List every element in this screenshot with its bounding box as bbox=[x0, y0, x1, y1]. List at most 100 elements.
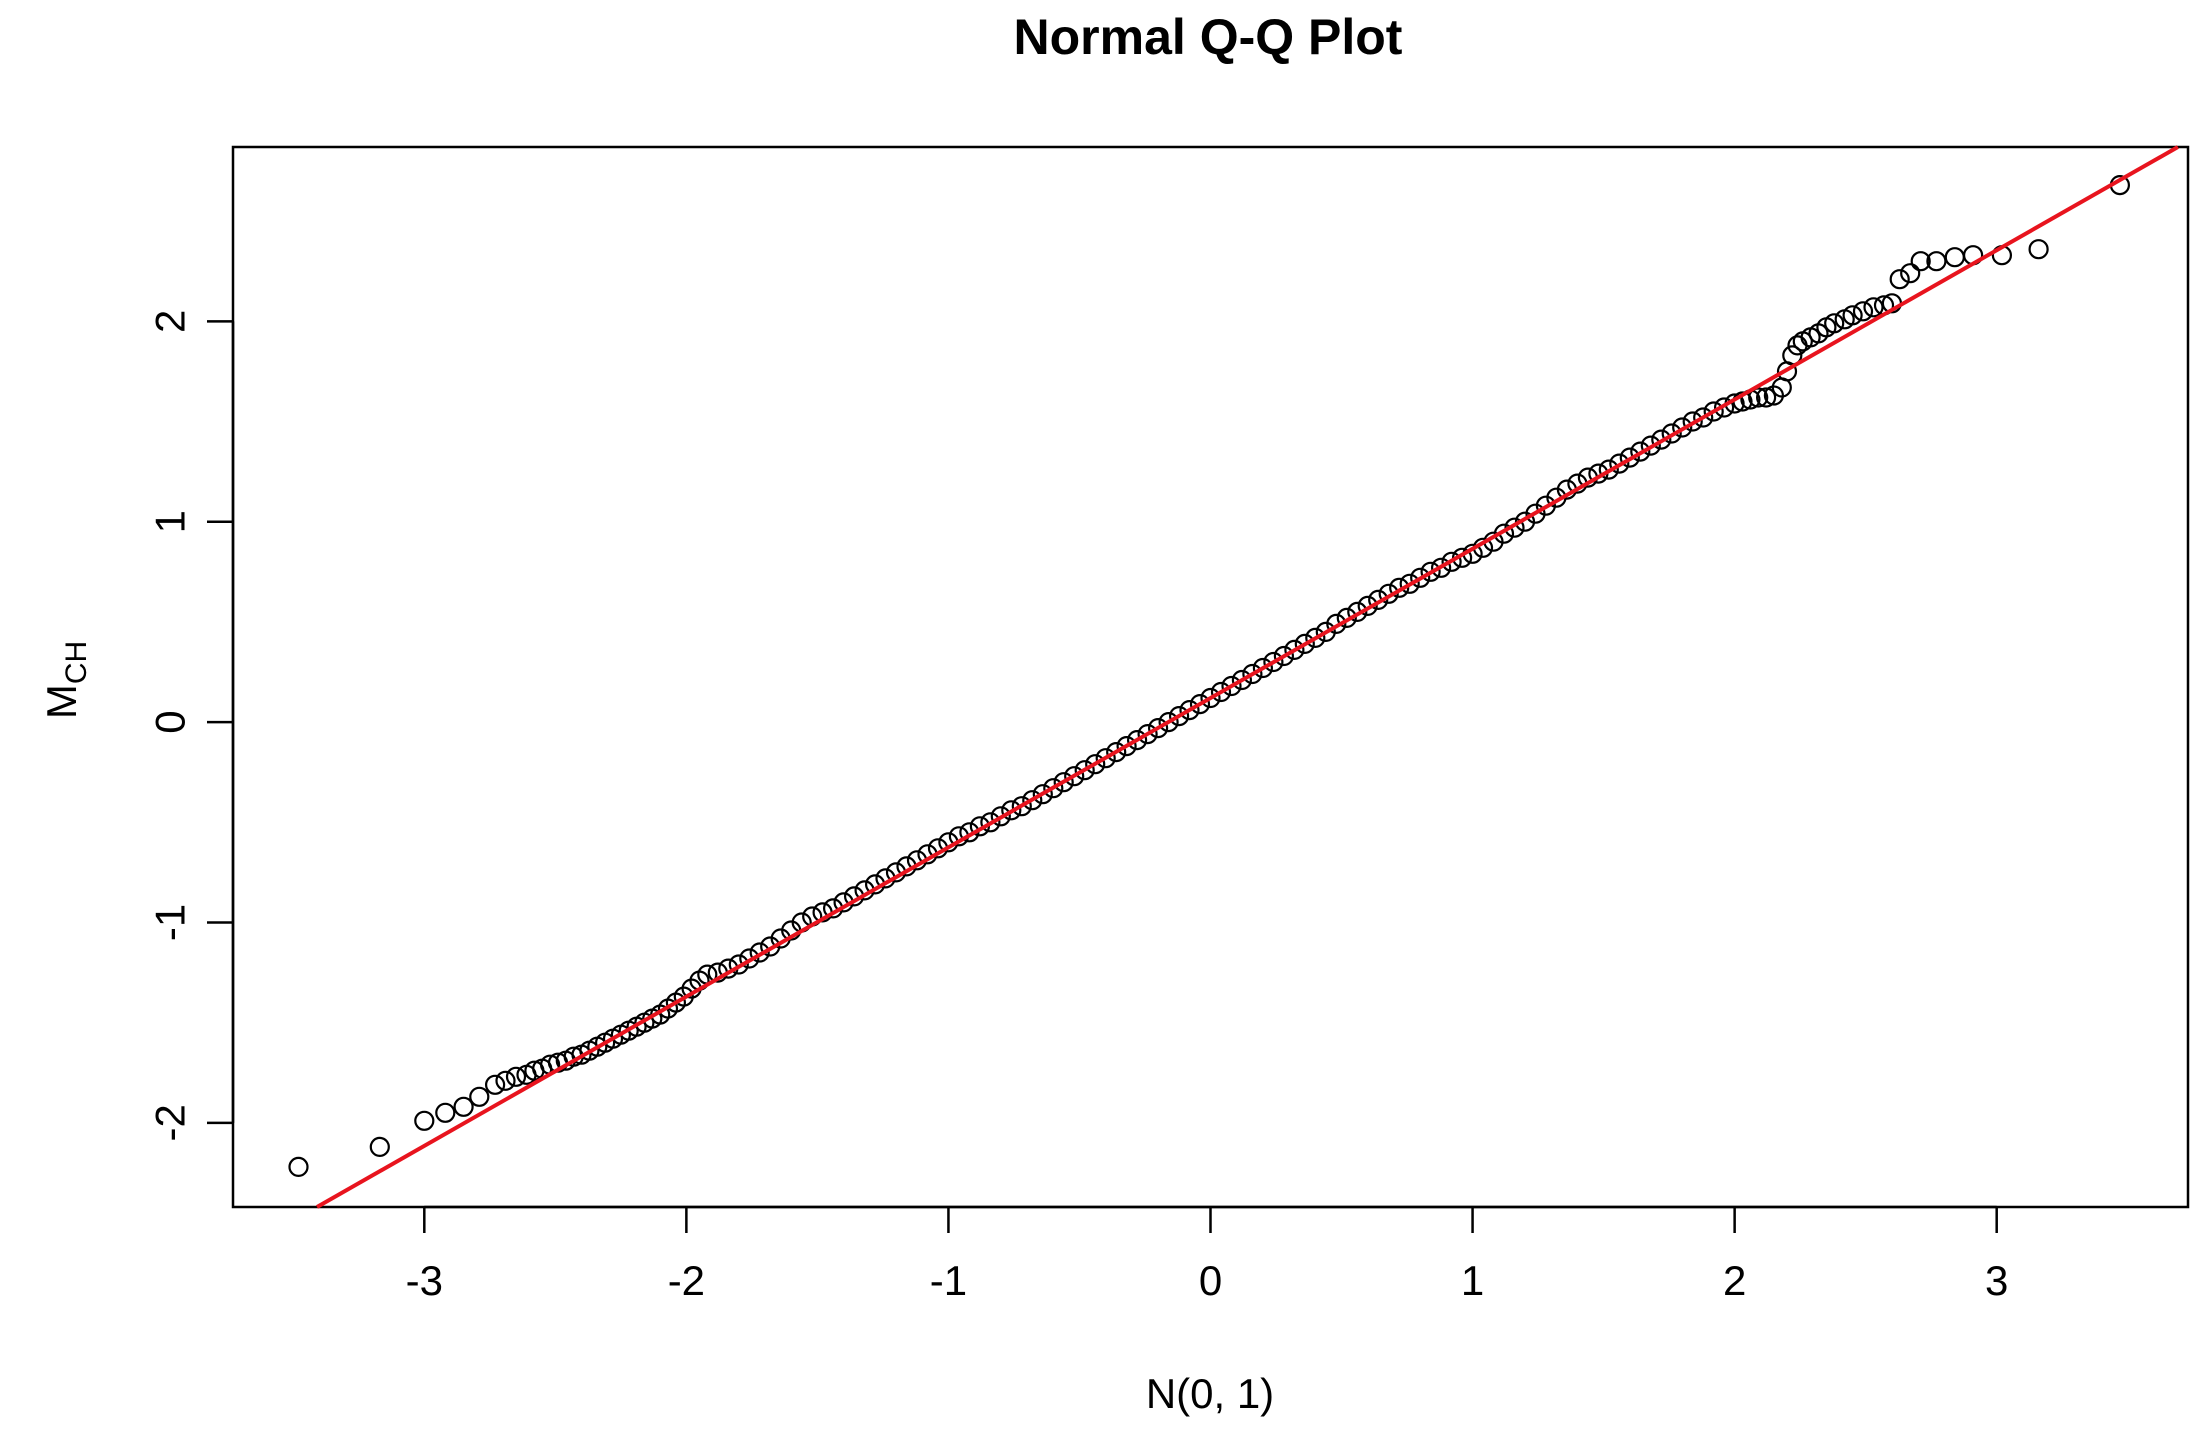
data-point-76 bbox=[1158, 711, 1179, 733]
data-point-103 bbox=[1441, 551, 1462, 572]
data-point-83 bbox=[1231, 669, 1253, 691]
data-point-93 bbox=[1336, 607, 1357, 629]
data-point-88 bbox=[1284, 639, 1305, 661]
data-point-70 bbox=[1095, 748, 1116, 769]
reference-line-layer bbox=[316, 145, 2179, 1209]
x-tick-label: -3 bbox=[406, 1257, 443, 1304]
data-point-37 bbox=[749, 942, 770, 963]
x-tick-label: 3 bbox=[1985, 1257, 2008, 1304]
data-point-86 bbox=[1263, 651, 1284, 673]
data-point-101 bbox=[1420, 561, 1441, 582]
data-point-84 bbox=[1242, 663, 1263, 685]
data-point-61 bbox=[1001, 800, 1022, 821]
data-point-74 bbox=[1137, 723, 1158, 745]
data-point-82 bbox=[1221, 675, 1242, 697]
data-point-99 bbox=[1399, 573, 1420, 594]
data-point-80 bbox=[1200, 687, 1221, 709]
data-point-81 bbox=[1210, 681, 1232, 703]
data-point-90 bbox=[1305, 627, 1326, 649]
data-point-125 bbox=[1672, 417, 1693, 438]
data-point-79 bbox=[1189, 693, 1211, 715]
y-tick-label: 1 bbox=[147, 510, 194, 533]
y-axis-label-main: M bbox=[38, 684, 85, 719]
data-point-123 bbox=[1651, 429, 1672, 450]
data-point-98 bbox=[1389, 577, 1410, 598]
data-point-147 bbox=[1852, 301, 1874, 322]
data-point-63 bbox=[1022, 790, 1043, 811]
data-point-65 bbox=[1043, 778, 1064, 799]
data-point-85 bbox=[1252, 657, 1274, 679]
data-point-118 bbox=[1598, 459, 1619, 480]
data-point-122 bbox=[1640, 435, 1661, 456]
data-point-73 bbox=[1126, 729, 1148, 751]
data-point-64 bbox=[1032, 784, 1053, 805]
data-point-128 bbox=[1703, 401, 1724, 422]
data-point-87 bbox=[1273, 645, 1295, 667]
data-point-69 bbox=[1085, 754, 1106, 775]
y-tick-label: -1 bbox=[147, 904, 194, 941]
data-point-127 bbox=[1693, 407, 1714, 428]
data-point-124 bbox=[1661, 423, 1682, 444]
data-point-71 bbox=[1106, 741, 1127, 763]
data-point-60 bbox=[990, 806, 1011, 827]
data-point-96 bbox=[1368, 589, 1389, 611]
x-axis-label: N(0, 1) bbox=[1146, 1370, 1274, 1417]
data-point-146 bbox=[1842, 305, 1863, 326]
y-tick-label: 2 bbox=[147, 310, 194, 333]
data-point-67 bbox=[1064, 766, 1085, 787]
data-point-68 bbox=[1074, 760, 1095, 781]
data-point-152 bbox=[1900, 263, 1921, 284]
data-point-126 bbox=[1682, 411, 1703, 432]
x-tick-label: -1 bbox=[930, 1257, 967, 1304]
data-point-66 bbox=[1053, 772, 1074, 793]
data-point-4 bbox=[453, 1096, 474, 1117]
data-point-3 bbox=[435, 1102, 456, 1123]
x-tick-label: -2 bbox=[668, 1257, 705, 1304]
chart-title: Normal Q-Q Plot bbox=[1014, 9, 1403, 65]
data-point-1 bbox=[369, 1136, 390, 1158]
y-axis-label: MCH bbox=[38, 641, 93, 719]
data-point-100 bbox=[1410, 567, 1431, 588]
data-point-148 bbox=[1863, 297, 1884, 318]
data-point-92 bbox=[1326, 613, 1347, 635]
data-point-75 bbox=[1147, 717, 1169, 739]
data-point-154 bbox=[1926, 251, 1947, 272]
data-point-97 bbox=[1378, 583, 1399, 604]
y-tick-label: -2 bbox=[147, 1104, 194, 1141]
x-tick-label: 0 bbox=[1199, 1257, 1222, 1304]
data-point-6 bbox=[485, 1074, 506, 1095]
data-point-120 bbox=[1619, 447, 1640, 468]
data-point-102 bbox=[1430, 557, 1452, 578]
points-layer bbox=[288, 175, 2130, 1178]
data-point-78 bbox=[1179, 699, 1200, 721]
data-point-158 bbox=[2028, 239, 2049, 260]
data-point-2 bbox=[414, 1110, 435, 1131]
data-point-7 bbox=[495, 1070, 516, 1091]
data-point-134 bbox=[1755, 387, 1777, 408]
data-point-59 bbox=[980, 812, 1001, 833]
data-point-95 bbox=[1357, 595, 1378, 617]
data-point-129 bbox=[1713, 397, 1735, 418]
data-point-144 bbox=[1824, 313, 1845, 334]
data-point-119 bbox=[1609, 453, 1630, 474]
y-axis: -2 -1 0 1 2 bbox=[147, 310, 235, 1142]
data-point-72 bbox=[1116, 735, 1137, 757]
x-tick-label: 2 bbox=[1723, 1257, 1746, 1304]
data-point-109 bbox=[1504, 517, 1525, 538]
data-point-77 bbox=[1168, 705, 1190, 727]
data-point-36 bbox=[739, 948, 760, 969]
data-point-133 bbox=[1748, 387, 1769, 408]
y-axis-label-sub: CH bbox=[60, 641, 93, 684]
data-point-121 bbox=[1630, 441, 1651, 462]
x-axis: -3 -2 -1 0 1 2 3 bbox=[406, 1205, 2008, 1304]
data-point-153 bbox=[1910, 251, 1931, 272]
data-point-8 bbox=[505, 1066, 527, 1087]
data-point-155 bbox=[1944, 247, 1965, 268]
data-point-35 bbox=[728, 954, 749, 975]
data-point-151 bbox=[1889, 269, 1910, 290]
y-tick-label: 0 bbox=[147, 710, 194, 733]
data-point-94 bbox=[1347, 601, 1368, 623]
x-tick-label: 1 bbox=[1461, 1257, 1484, 1304]
data-point-62 bbox=[1011, 796, 1032, 817]
